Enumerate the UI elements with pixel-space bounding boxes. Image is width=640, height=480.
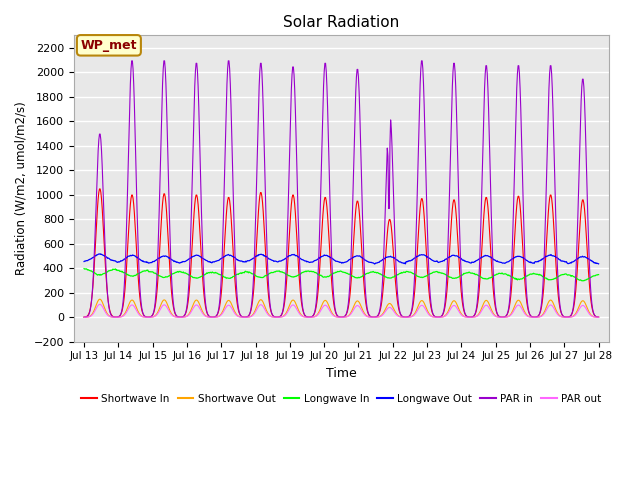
Text: WP_met: WP_met — [81, 39, 137, 52]
Y-axis label: Radiation (W/m2, umol/m2/s): Radiation (W/m2, umol/m2/s) — [15, 102, 28, 276]
Title: Solar Radiation: Solar Radiation — [284, 15, 399, 30]
X-axis label: Time: Time — [326, 367, 356, 380]
Legend: Shortwave In, Shortwave Out, Longwave In, Longwave Out, PAR in, PAR out: Shortwave In, Shortwave Out, Longwave In… — [77, 390, 605, 408]
